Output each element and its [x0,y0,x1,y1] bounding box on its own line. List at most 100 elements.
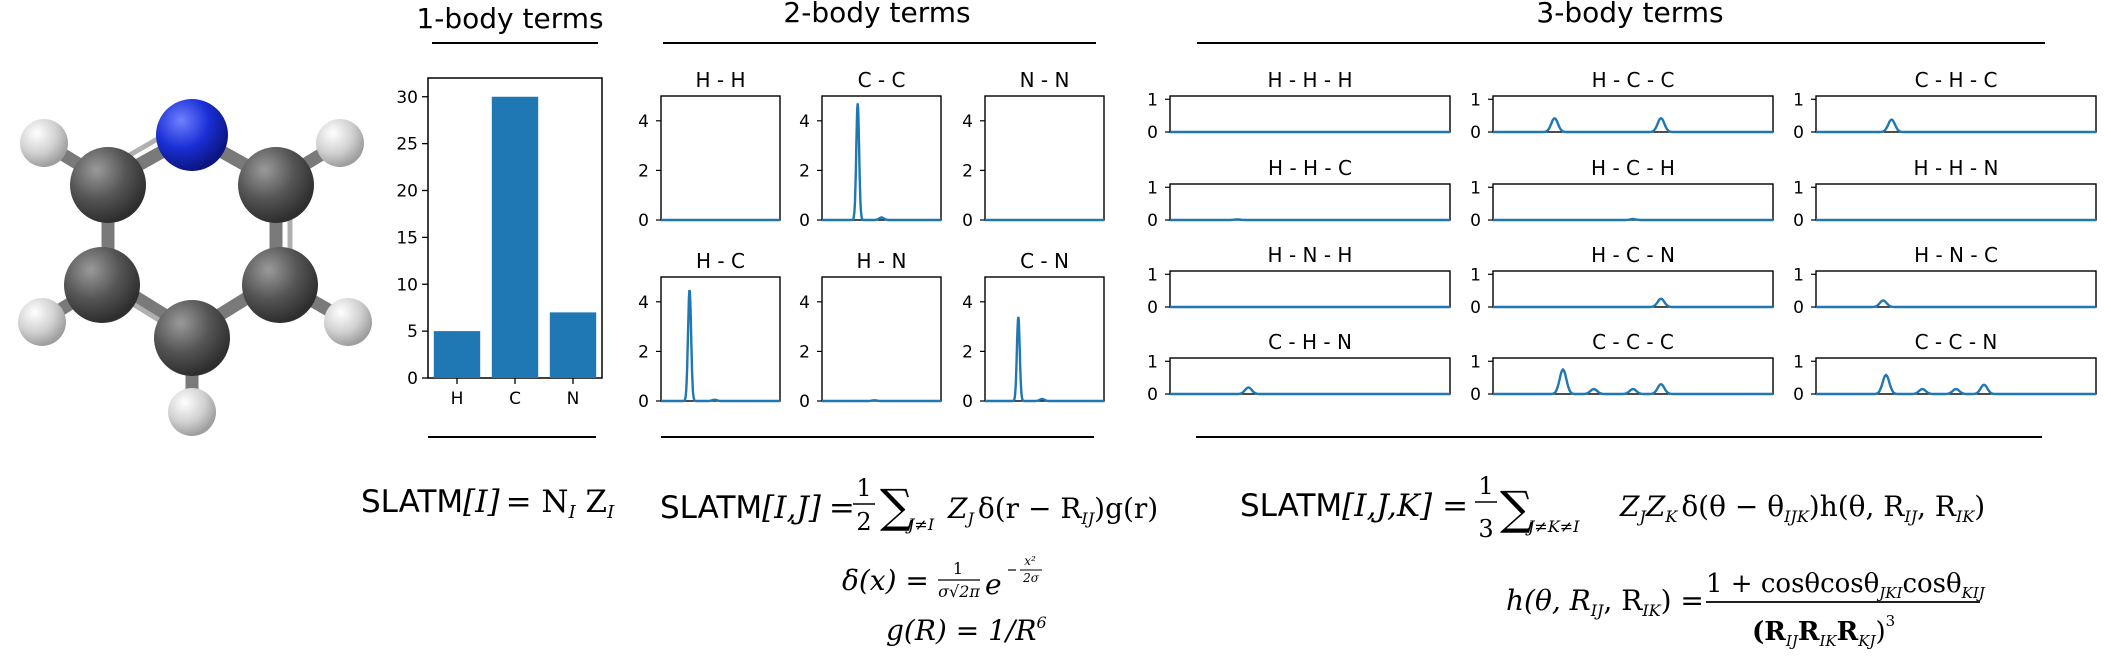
three-body-panel: H - N - C 1 0 [1793,243,2097,318]
svg-text:h(θ, RIJ, RIK) =: h(θ, RIJ, RIK) = [1506,584,1704,620]
two-body-panel-grid: H - H 0 2 4 C - C 0 2 4 N - N 0 2 4 H - C 0 2 4 H - N 0 2 4… [638,68,1105,412]
panel-ytick-label: 0 [1793,211,1804,231]
slatm-1body-formula: SLATM[I] = NI ZI [361,484,615,523]
panel-ytick-label: 0 [638,211,649,231]
panel-ytick-label: 0 [962,392,973,412]
panel-series-line [985,316,1104,403]
three-body-title: 3-body terms [1536,0,1723,29]
panel-ytick-label: 1 [1470,178,1481,198]
panel-ytick-label: 1 [1147,265,1158,285]
panel-frame [1815,357,2097,395]
panel-title: C - N [1020,249,1069,273]
panel-frame [1169,95,1451,133]
slatm-2body-formula: SLATM[I,J] = 1 2 ∑ J≠I ZJ δ(r − RIJ)g(r) [660,474,1158,536]
svg-text:σ√2π: σ√2π [938,582,980,601]
panel-title: C - H - N [1268,330,1352,354]
bar-ytick-label: 5 [407,322,418,342]
two-body-panel: H - N 0 2 4 [799,249,942,412]
svg-text:1: 1 [1478,472,1493,500]
bar-ytick-label: 25 [396,135,418,155]
panel-ytick-label: 0 [1793,298,1804,318]
two-body-panel: N - N 0 2 4 [962,68,1105,231]
panel-ytick-label: 1 [1793,90,1804,110]
panel-title: H - N - H [1268,243,1353,267]
panel-ytick-label: 1 [1470,90,1481,110]
three-body-panel: H - C - N 1 0 [1470,243,1774,318]
three-body-panel: H - C - H 1 0 [1470,156,1774,231]
bar-H [433,331,481,378]
panel-ytick-label: 0 [1470,123,1481,143]
panel-ytick-label: 2 [638,342,649,362]
h-function-formula: h(θ, RIJ, RIK) = 1 + cosθcosθJKIcosθKIJ … [1506,569,1986,650]
svg-text:SLATM[I,J]=: SLATM[I,J] = [660,490,855,526]
two-body-panel: H - H 0 2 4 [638,68,781,231]
three-body-panel: H - H - C 1 0 [1147,156,1451,231]
panel-ytick-label: 4 [799,112,810,132]
panel-ytick-label: 2 [962,161,973,181]
bar-ytick-label: 10 [396,275,418,295]
panel-ytick-label: 0 [1470,211,1481,231]
bar-xtick-label: H [451,389,464,409]
panel-series-line [1170,386,1450,396]
panel-ytick-label: 4 [962,112,973,132]
panel-series-line [1170,218,1450,222]
one-body-title: 1-body terms [416,2,603,35]
bar-ytick-label: 30 [396,88,418,108]
bar-ytick-label: 0 [407,369,418,389]
three-body-panel: C - C - C 1 0 [1470,330,1774,405]
panel-series-line [1493,116,1773,134]
svg-text:2σ: 2σ [1022,571,1040,585]
panel-frame [660,95,781,221]
panel-title: C - H - C [1915,68,1998,92]
svg-text:g(R) = 1/R6: g(R) = 1/R6 [886,613,1047,647]
panel-ytick-label: 1 [1147,90,1158,110]
panel-series-line [1493,297,1773,309]
bar-xtick-label: N [567,389,580,409]
svg-text:(RIJRIKRKJ)3: (RIJRIKRKJ)3 [1752,612,1895,650]
three-body-panel-grid: H - H - H 1 0 H - C - C 1 0 C - H - C 1 0 H - H -… [1147,68,2097,405]
svg-text:SLATM[I,J,K]=: SLATM[I,J,K] = [1240,488,1468,524]
panel-ytick-label: 4 [962,293,973,313]
bar-C [491,96,539,378]
panel-title: H - N [857,249,907,273]
panel-title: H - H - H [1268,68,1353,92]
one-body-bar-chart: 0 5 10 15 20 25 30 H C N [396,77,603,409]
panel-title: H - C - C [1592,68,1675,92]
panel-series-line [1816,373,2096,396]
slatm-3body-formula: SLATM[I,J,K] = 1 3 ∑ J≠K≠I ZJZK δ(θ − θIJK… [1240,472,1985,543]
panel-title: C - C - N [1915,330,1998,354]
panel-title: N - N [1020,68,1070,92]
panel-title: H - C [696,249,745,273]
panel-title: C - C - C [1592,330,1674,354]
bar-ytick-label: 20 [396,182,418,202]
two-body-panel: C - C 0 2 4 [799,68,942,231]
panel-frame [1169,357,1451,395]
delta-function-formula: δ(x) = 1 σ√2π e x² 2σ [842,554,1042,601]
panel-frame [984,95,1105,221]
panel-ytick-label: 0 [799,211,810,231]
panel-ytick-label: 0 [1470,385,1481,405]
panel-series-line [1493,217,1773,222]
panel-title: H - H - N [1914,156,1999,180]
panel-ytick-label: 2 [962,342,973,362]
panel-frame [1492,270,1774,308]
svg-text:x²: x² [1024,554,1036,568]
bar-ytick-label: 15 [396,228,418,248]
svg-text:1: 1 [953,559,963,578]
three-body-panel: C - H - C 1 0 [1793,68,2097,143]
panel-ytick-label: 1 [1793,265,1804,285]
panel-ytick-label: 0 [1470,298,1481,318]
svg-text:e: e [985,568,1002,601]
panel-ytick-label: 2 [638,161,649,181]
three-body-panel: C - C - N 1 0 [1793,330,2097,405]
panel-frame [1492,95,1774,133]
panel-ytick-label: 0 [638,392,649,412]
panel-ytick-label: 0 [1793,123,1804,143]
svg-text:∑: ∑ [1500,481,1533,535]
panel-ytick-label: 0 [1793,385,1804,405]
three-body-panel: C - H - N 1 0 [1147,330,1451,405]
panel-title: H - H - C [1268,156,1352,180]
panel-ytick-label: 1 [1147,178,1158,198]
svg-text:δ(x) =: δ(x) = [842,564,929,597]
